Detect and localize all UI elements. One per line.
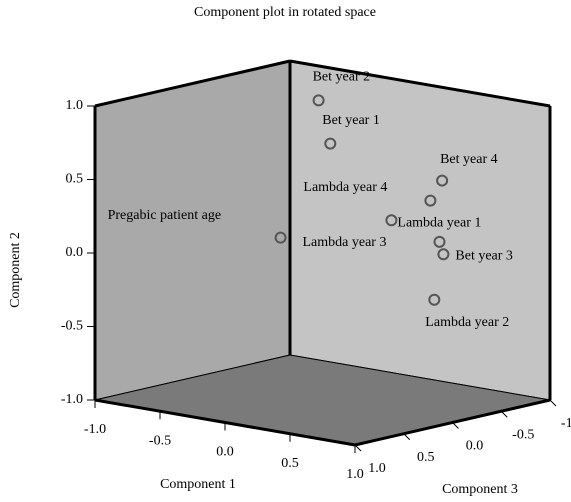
x-tick-label: 0.5 [281, 456, 299, 471]
x-tick-label: -0.5 [149, 433, 171, 448]
x-tick-label: 1.0 [346, 467, 364, 482]
z-tick-label: 0.0 [466, 439, 484, 454]
point [437, 248, 450, 261]
point-label: Pregabic patient age [108, 208, 222, 223]
z-tick-label: 1.0 [368, 461, 386, 476]
point [433, 235, 446, 248]
point-label: Lambda year 2 [425, 315, 509, 330]
y-axis-title: Component 2 [8, 232, 23, 308]
point-label: Lambda year 4 [303, 180, 387, 195]
point-label: Lambda year 3 [303, 235, 387, 250]
z-tick [403, 433, 411, 441]
point [436, 174, 449, 187]
point-label: Lambda year 1 [397, 216, 481, 231]
z-tick-label: -1.0 [561, 416, 571, 431]
y-tick-label: -0.5 [61, 319, 83, 334]
x-tick-label: 0.0 [216, 445, 234, 460]
y-tick-label: 1.0 [66, 98, 84, 113]
chart-title: Component plot in rotated space [194, 5, 376, 20]
point-label: Bet year 3 [455, 249, 513, 264]
left-wall [94, 60, 291, 401]
box-edge [94, 59, 291, 108]
box-edge [289, 59, 551, 108]
z-tick-label: -0.5 [512, 427, 534, 442]
point [312, 94, 325, 107]
point-label: Bet year 1 [322, 113, 380, 128]
z-tick [500, 410, 508, 418]
y-tick-label: 0.0 [66, 245, 84, 260]
point [424, 194, 437, 207]
y-tick-label: -1.0 [61, 392, 83, 407]
z-tick [354, 444, 362, 452]
y-tick-label: 0.5 [66, 172, 84, 187]
z-tick [452, 422, 459, 429]
point-label: Bet year 4 [440, 152, 498, 167]
z-tick [549, 399, 557, 407]
x-tick-label: -1.0 [84, 422, 106, 437]
point [274, 231, 287, 244]
z-axis-title: Component 3 [442, 482, 518, 497]
point [324, 137, 337, 150]
z-tick-label: 0.5 [417, 450, 435, 465]
point [428, 293, 441, 306]
x-axis-title: Component 1 [160, 477, 236, 492]
point [385, 214, 398, 227]
point-label: Bet year 2 [313, 70, 371, 85]
